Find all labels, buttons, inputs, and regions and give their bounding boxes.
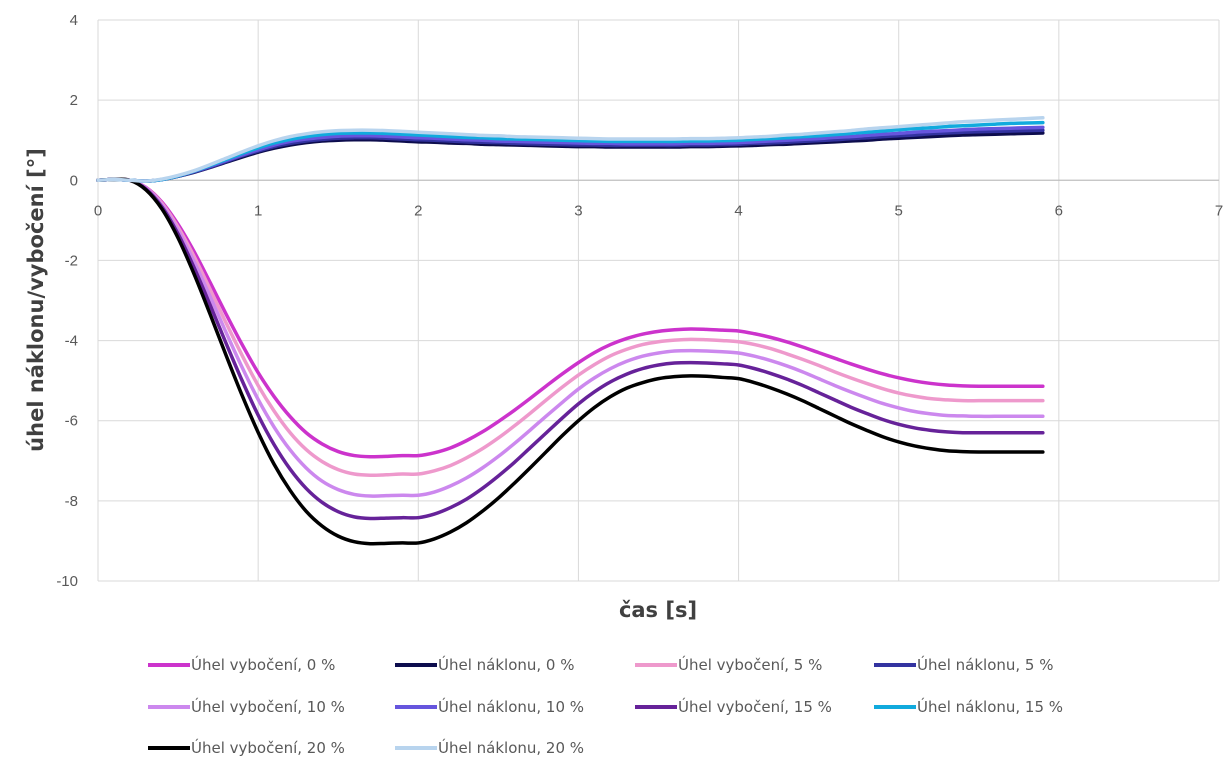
y-tick-label: 0 [70,172,78,189]
legend-item: Úhel náklonu, 20 % [395,738,584,757]
legend-label: Úhel vybočení, 15 % [678,697,832,716]
series-line [96,177,1045,459]
series-lines [96,116,1045,546]
series-line [96,116,1045,183]
y-tick-label: -2 [65,252,78,269]
legend-item: Úhel vybočení, 15 % [635,697,832,716]
x-axis-title: čas [s] [619,598,697,622]
x-tick-label: 0 [94,202,102,219]
legend-label: Úhel vybočení, 0 % [191,655,335,674]
x-axis-ticks: 0 1 2 3 4 5 6 7 [94,202,1223,219]
legend-item: Úhel náklonu, 5 % [874,655,1054,674]
legend-item: Úhel vybočení, 10 % [148,697,345,716]
series-line [96,177,1045,521]
series-line [96,177,1045,477]
y-axis-ticks: 4 2 0 -2 -4 -6 -8 -10 [56,12,78,590]
series-line [96,177,1045,498]
legend-label: Úhel náklonu, 10 % [438,697,584,716]
y-tick-label: -4 [65,333,78,350]
legend-label: Úhel vybočení, 20 % [191,738,345,757]
legend-item: Úhel náklonu, 0 % [395,655,575,674]
y-axis-title: úhel náklonu/vybočení [°] [24,148,48,452]
legend-item: Úhel vybočení, 5 % [635,655,822,674]
legend-label: Úhel vybočení, 5 % [678,655,822,674]
legend-item: Úhel vybočení, 20 % [148,738,345,757]
grid [97,19,1220,582]
x-tick-label: 6 [1055,202,1063,219]
legend-item: Úhel vybočení, 0 % [148,655,335,674]
y-tick-label: -8 [65,493,78,510]
y-tick-label: 4 [70,12,78,29]
x-tick-label: 1 [254,202,262,219]
y-tick-label: -6 [65,413,78,430]
legend-label: Úhel náklonu, 20 % [438,738,584,757]
legend-label: Úhel vybočení, 10 % [191,697,345,716]
series-line [96,125,1045,183]
legend: Úhel vybočení, 0 % Úhel náklonu, 0 % Úhel … [148,655,1063,757]
y-tick-label: -10 [56,573,78,590]
x-tick-label: 2 [414,202,422,219]
x-tick-label: 3 [574,202,582,219]
x-tick-label: 4 [734,202,742,219]
x-tick-label: 5 [895,202,903,219]
series-line [96,120,1045,183]
legend-item: Úhel náklonu, 10 % [395,697,584,716]
legend-label: Úhel náklonu, 0 % [438,655,575,674]
legend-label: Úhel náklonu, 15 % [917,697,1063,716]
series-line [96,177,1045,546]
legend-label: Úhel náklonu, 5 % [917,655,1054,674]
x-tick-label: 7 [1215,202,1223,219]
legend-item: Úhel náklonu, 15 % [874,697,1063,716]
y-tick-label: 2 [70,92,78,109]
